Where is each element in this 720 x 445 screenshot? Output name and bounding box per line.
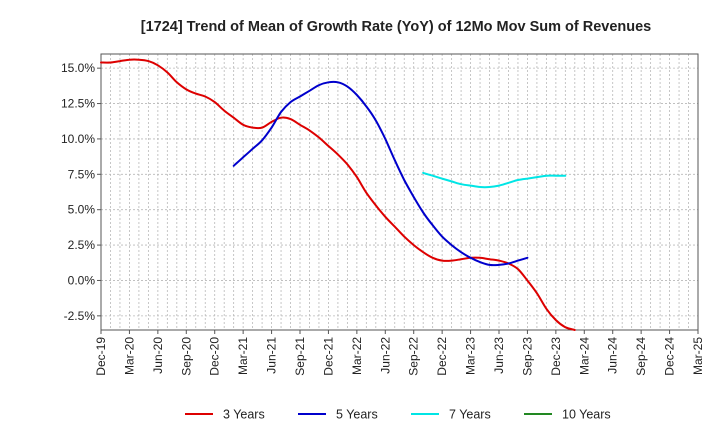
x-tick-label: Mar-24 <box>577 337 591 375</box>
y-tick-label: 5.0% <box>68 203 96 217</box>
y-tick-label: 15.0% <box>61 61 95 75</box>
x-tick-label: Mar-25 <box>691 337 705 375</box>
x-tick-label: Jun-22 <box>378 337 392 374</box>
x-tick-label: Jun-20 <box>151 337 165 374</box>
y-tick-label: 7.5% <box>68 167 96 181</box>
x-tick-label: Sep-20 <box>179 337 193 376</box>
y-tick-label: 10.0% <box>61 132 95 146</box>
legend-label-5-years: 5 Years <box>336 408 378 422</box>
plot-area-frame <box>100 53 699 331</box>
x-tick-label: Mar-20 <box>122 337 136 375</box>
x-tick-label: Jun-21 <box>265 337 279 374</box>
series-line-5-years <box>232 80 529 267</box>
x-tick-label: Sep-23 <box>520 337 534 376</box>
x-tick-label: Sep-22 <box>407 337 421 376</box>
legend-label-3-years: 3 Years <box>223 408 265 422</box>
legend: 3 Years 5 Years 7 Years 10 Years <box>185 408 611 422</box>
x-tick-label: Dec-20 <box>208 337 222 376</box>
x-tick-label: Mar-22 <box>350 337 364 375</box>
x-tick-label: Dec-23 <box>549 337 563 376</box>
series-lines <box>100 58 576 331</box>
x-tick-label: Sep-24 <box>634 337 648 376</box>
chart-title: [1724] Trend of Mean of Growth Rate (YoY… <box>141 19 652 35</box>
x-tick-label: Jun-23 <box>492 337 506 374</box>
x-tick-label: Dec-24 <box>663 337 677 376</box>
x-tick-label: Dec-22 <box>435 337 449 376</box>
y-axis-tick-labels: 15.0% 12.5% 10.0% 7.5% 5.0% 2.5% 0.0% -2.5% <box>61 61 101 323</box>
series-line-3-years <box>100 58 576 331</box>
y-tick-label: 0.0% <box>68 273 96 287</box>
series-line-7-years <box>422 171 567 189</box>
x-tick-label: Mar-21 <box>236 337 250 375</box>
legend-label-7-years: 7 Years <box>449 408 491 422</box>
x-tick-label: Dec-21 <box>321 337 335 376</box>
legend-label-10-years: 10 Years <box>562 408 611 422</box>
x-axis-tick-labels: Dec-19 Mar-20 Jun-20 Sep-20 Dec-20 Mar-21 Jun-… <box>94 330 705 376</box>
x-tick-label: Jun-24 <box>606 337 620 374</box>
x-tick-label: Dec-19 <box>94 337 108 376</box>
y-tick-label: 12.5% <box>61 97 95 111</box>
y-tick-label: 2.5% <box>68 238 96 252</box>
x-tick-label: Mar-23 <box>464 337 478 375</box>
y-tick-label: -2.5% <box>64 309 96 323</box>
x-tick-label: Sep-21 <box>293 337 307 376</box>
grid-lines <box>101 54 698 330</box>
